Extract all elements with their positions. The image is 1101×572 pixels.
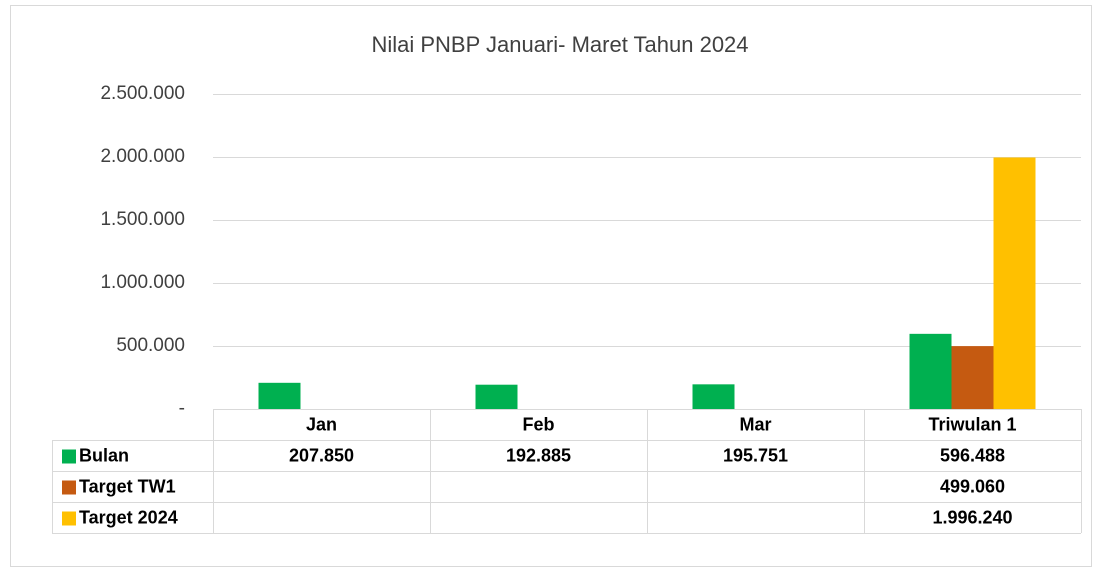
bar (258, 382, 301, 409)
y-tick-label: - (179, 398, 185, 419)
legend-label: Target TW1 (79, 476, 176, 496)
legend-key (62, 480, 76, 495)
y-tick-label: 1.000.000 (100, 272, 185, 293)
chart-area (10, 5, 1092, 567)
bar (993, 157, 1036, 409)
bar (692, 384, 735, 409)
y-tick-label: 2.000.000 (100, 146, 185, 167)
legend-key (62, 449, 76, 464)
x-tick-label: Triwulan 1 (928, 414, 1016, 434)
x-tick-label: Feb (522, 414, 554, 434)
x-tick-label: Mar (739, 414, 771, 434)
data-label: 207.850 (289, 445, 354, 465)
y-tick-label: 2.500.000 (100, 83, 185, 104)
legend-label: Bulan (79, 445, 129, 465)
bar (951, 346, 994, 409)
bar (909, 333, 952, 409)
data-label: 499.060 (940, 476, 1005, 496)
legend-key (62, 511, 76, 526)
data-label: 195.751 (723, 445, 788, 465)
bar (475, 384, 518, 409)
y-tick-label: 500.000 (116, 335, 185, 356)
legend-label: Target 2024 (79, 507, 178, 527)
x-tick-label: Jan (306, 414, 337, 434)
chart-title: Nilai PNBP Januari- Maret Tahun 2024 (371, 32, 748, 57)
data-label: 596.488 (940, 445, 1005, 465)
data-label: 1.996.240 (932, 507, 1012, 527)
y-tick-label: 1.500.000 (100, 209, 185, 230)
data-label: 192.885 (506, 445, 571, 465)
